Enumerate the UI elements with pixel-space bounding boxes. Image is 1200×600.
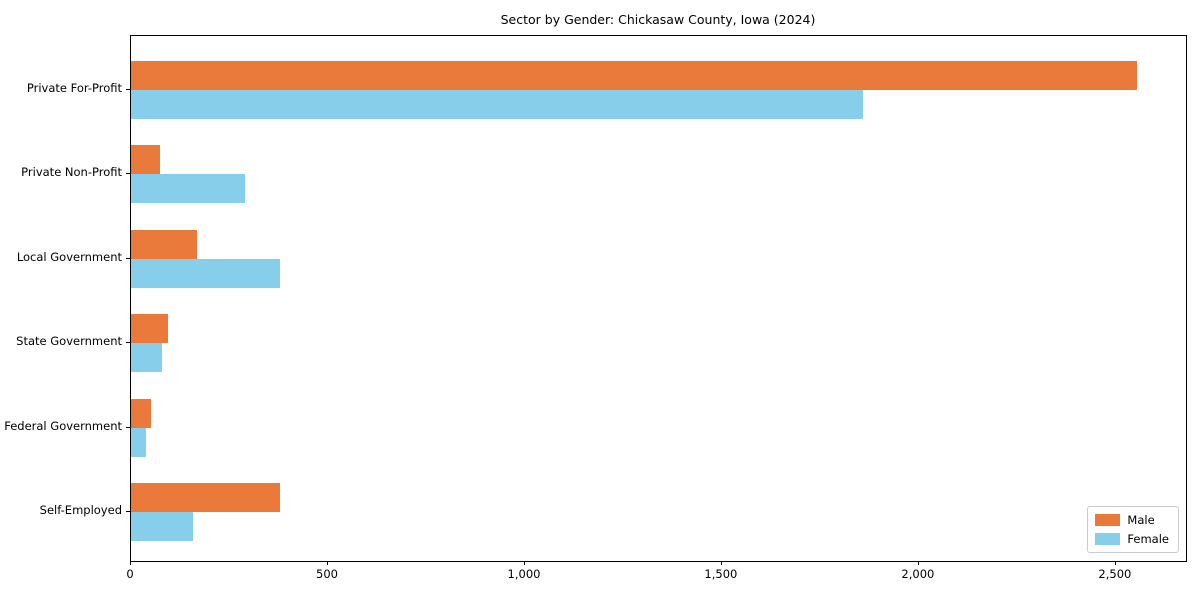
- y-tick-label-private-for-profit: Private For-Profit: [26, 81, 122, 95]
- legend: Male Female: [1087, 506, 1179, 553]
- bar-female-private-non-profit: [131, 174, 245, 204]
- bar-male-private-for-profit: [131, 61, 1137, 90]
- bar-female-self-employed: [131, 512, 193, 541]
- y-tick-mark: [126, 511, 130, 512]
- bar-male-local-government: [131, 229, 198, 259]
- x-tick-mark: [524, 561, 525, 565]
- legend-swatch-female: [1095, 533, 1121, 545]
- legend-item-female: Female: [1095, 532, 1169, 546]
- legend-swatch-male: [1095, 514, 1121, 526]
- y-tick-label-private-non-profit: Private Non-Profit: [21, 165, 122, 180]
- y-tick-label-federal-government: Federal Government: [4, 418, 122, 433]
- x-tick-label-1000: 1,000: [507, 567, 541, 581]
- y-tick-mark: [126, 342, 130, 344]
- legend-item-male: Male: [1095, 513, 1169, 527]
- legend-label-male: Male: [1127, 513, 1155, 527]
- x-tick-mark: [1114, 561, 1116, 565]
- x-tick-mark: [130, 561, 131, 565]
- plot-area: Male Female: [130, 35, 1187, 562]
- x-tick-mark: [327, 561, 328, 565]
- x-tick-label-2500: 2,500: [1098, 567, 1132, 581]
- bar-female-federal-government: [131, 427, 146, 457]
- y-tick-label-state-government: State Government: [16, 334, 122, 349]
- bar-female-local-government: [131, 258, 280, 288]
- y-tick-mark: [126, 173, 130, 175]
- x-tick-label-2000: 2,000: [901, 567, 935, 581]
- bar-male-state-government: [131, 314, 168, 344]
- bar-female-private-for-profit: [131, 90, 863, 119]
- x-tick-label-1500: 1,500: [704, 567, 738, 581]
- y-tick-mark: [126, 426, 130, 428]
- y-tick-label-self-employed: Self-Employed: [39, 503, 122, 517]
- bar-male-federal-government: [131, 398, 152, 428]
- x-tick-label-500: 500: [316, 567, 338, 581]
- x-tick-label-0: 0: [126, 567, 134, 581]
- y-tick-mark: [126, 89, 130, 90]
- chart-title: Sector by Gender: Chickasaw County, Iowa…: [500, 12, 816, 27]
- y-tick-mark: [126, 257, 130, 259]
- legend-label-female: Female: [1127, 532, 1169, 546]
- y-tick-label-local-government: Local Government: [16, 249, 122, 264]
- x-tick-mark: [720, 561, 722, 565]
- bar-male-private-non-profit: [131, 145, 161, 175]
- bar-male-self-employed: [131, 483, 280, 512]
- bar-female-state-government: [131, 343, 163, 373]
- x-tick-mark: [917, 561, 919, 565]
